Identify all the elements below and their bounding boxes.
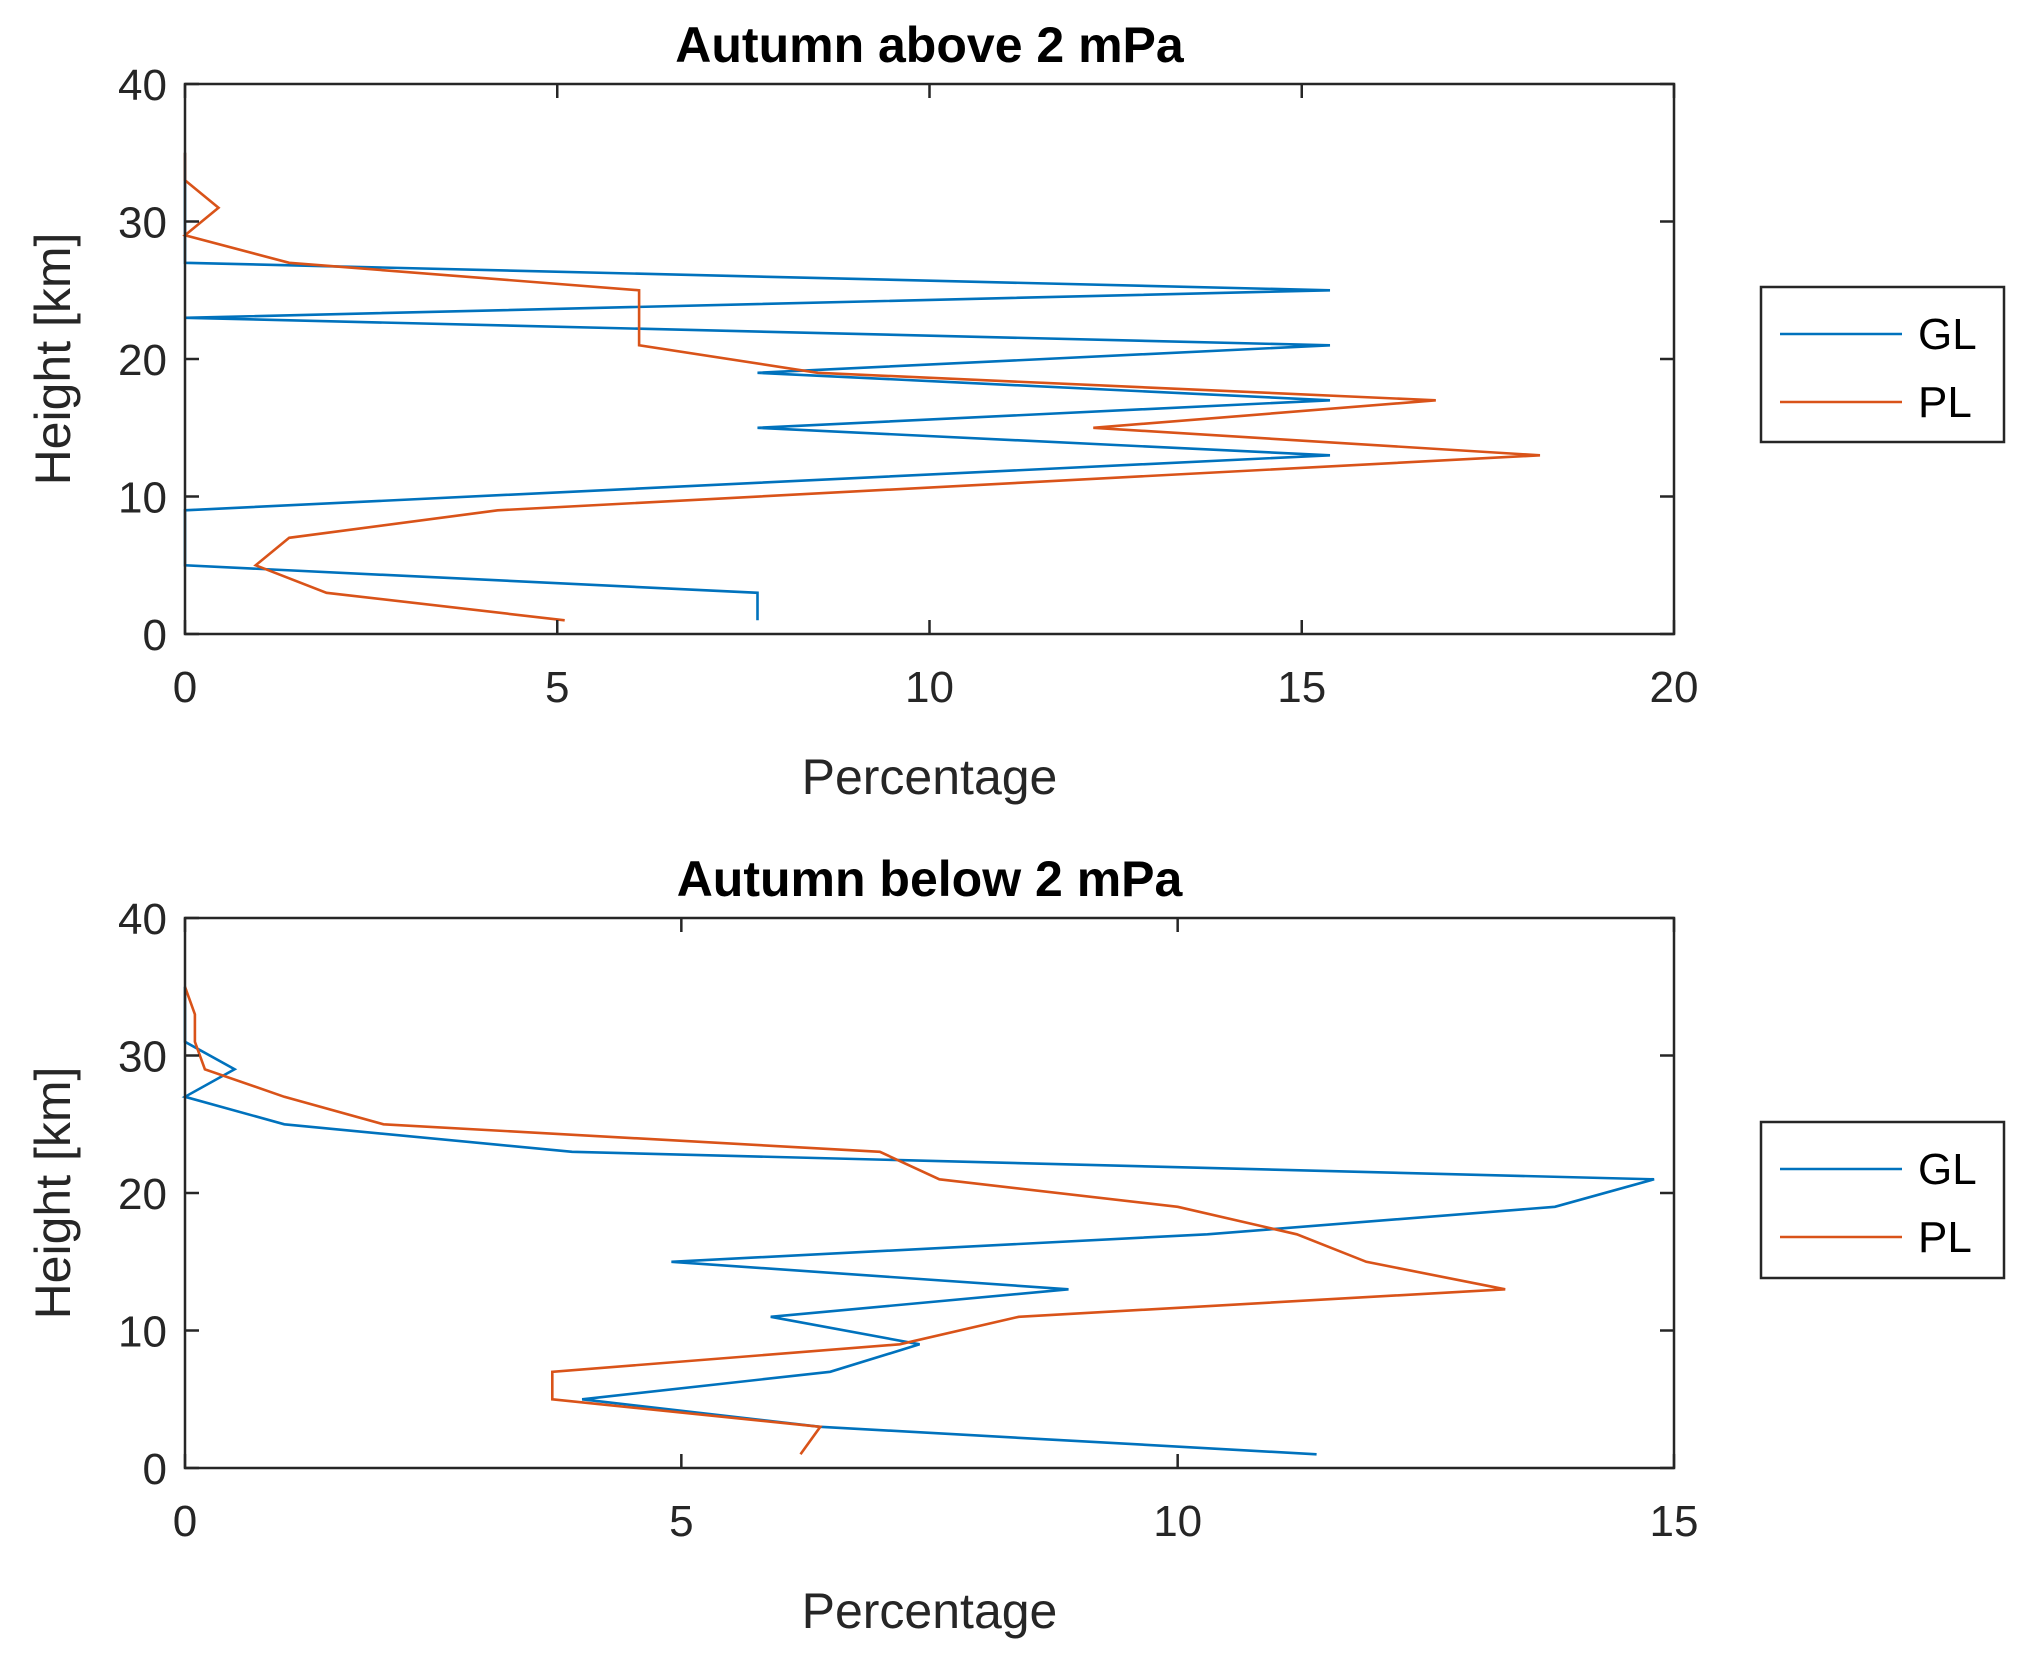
x-tick-label: 5 <box>545 663 569 712</box>
x-axis-label: Percentage <box>802 1583 1058 1639</box>
legend: GL PL <box>1759 1120 2006 1280</box>
series-line-gl <box>183 152 1331 621</box>
legend-box <box>1759 285 2006 444</box>
y-tick-label: 0 <box>143 1445 167 1494</box>
y-tick-label: 10 <box>118 1308 167 1357</box>
x-tick-label: 0 <box>173 663 197 712</box>
x-tick-label: 15 <box>1277 663 1326 712</box>
y-axis-label: Height [km] <box>25 233 81 486</box>
legend-label-pl: PL <box>1918 1213 1972 1262</box>
series-line-pl <box>182 152 1541 622</box>
y-tick-label: 20 <box>118 1170 167 1219</box>
y-tick-label: 20 <box>118 336 167 385</box>
chart-title: Autumn below 2 mPa <box>677 851 1184 907</box>
x-tick-label: 10 <box>905 663 954 712</box>
chart-title: Autumn above 2 mPa <box>675 17 1185 73</box>
subplot-1: 0 5 10 15 20 0 10 20 30 40 Autumn above 2 mPa Perce… <box>25 17 2006 805</box>
legend-label-gl: GL <box>1918 1145 1977 1194</box>
y-tick-label: 10 <box>118 474 167 523</box>
y-tick-label: 40 <box>118 895 167 944</box>
subplot-2: 0 5 10 15 0 10 20 30 40 Autumn below 2 mPa Percent… <box>25 851 2006 1639</box>
series-line-gl <box>181 986 1655 1456</box>
legend: GL PL <box>1759 285 2006 444</box>
y-tick-label: 40 <box>118 61 167 110</box>
x-tick-label: 20 <box>1650 663 1699 712</box>
axes-box <box>183 916 1676 1470</box>
y-tick-label: 30 <box>118 199 167 248</box>
x-tick-label: 5 <box>669 1497 693 1546</box>
x-tick-label: 10 <box>1153 1497 1202 1546</box>
y-tick-label: 30 <box>118 1033 167 1082</box>
series-line-pl <box>183 986 1506 1456</box>
y-axis-label: Height [km] <box>25 1067 81 1320</box>
y-tick-label: 0 <box>143 611 167 660</box>
legend-label-pl: PL <box>1918 378 1972 427</box>
legend-box <box>1759 1120 2006 1280</box>
x-tick-label: 0 <box>173 1497 197 1546</box>
x-axis-label: Percentage <box>802 749 1058 805</box>
axes-box <box>183 82 1676 636</box>
legend-label-gl: GL <box>1918 310 1977 359</box>
x-tick-label: 15 <box>1650 1497 1699 1546</box>
